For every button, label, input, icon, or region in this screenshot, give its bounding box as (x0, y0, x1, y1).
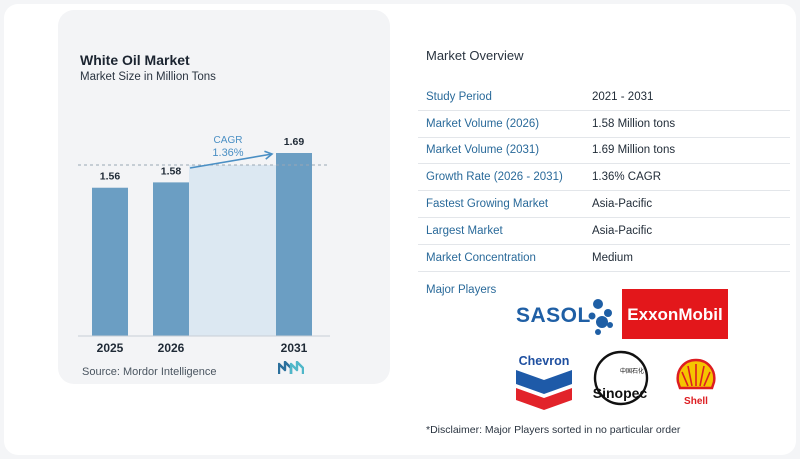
overview-value: 1.58 Million tons (592, 117, 676, 130)
svg-text:中国石化: 中国石化 (620, 367, 644, 375)
overview-key: Study Period (426, 90, 492, 103)
disclaimer: *Disclaimer: Major Players sorted in no … (426, 424, 681, 436)
sinopec-logo-text: Sinopec (593, 385, 648, 401)
overview-key: Market Volume (2026) (426, 117, 540, 130)
overview-key: Market Concentration (426, 251, 536, 264)
bar-2025 (92, 187, 128, 336)
cagr-value: 1.36% (212, 147, 243, 159)
overview-row: Market Concentration Medium (418, 245, 790, 272)
market-overview-title: Market Overview (426, 48, 524, 63)
exxonmobil-logo: ExxonMobil (622, 289, 728, 339)
overview-key: Largest Market (426, 224, 503, 237)
shell-logo: Shell (676, 358, 716, 407)
sasol-logo-text: SASOL (516, 304, 591, 327)
overview-key: Growth Rate (2026 - 2031) (426, 171, 563, 184)
overview-row: Fastest Growing Market Asia-Pacific (418, 191, 790, 218)
overview-value: 1.36% CAGR (592, 171, 662, 184)
value-label-2031: 1.69 (284, 136, 305, 148)
bar-2026 (153, 182, 189, 336)
chevron-logo: Chevron (516, 354, 572, 410)
overview-value: Asia-Pacific (592, 198, 653, 211)
major-players-label: Major Players (426, 284, 497, 296)
exxonmobil-logo-text: ExxonMobil (627, 305, 722, 324)
shell-logo-text: Shell (684, 396, 708, 407)
overview-value: Asia-Pacific (592, 224, 653, 237)
overview-row: Largest Market Asia-Pacific (418, 218, 790, 245)
overview-key: Market Volume (2031) (426, 144, 540, 157)
overview-table: Study Period 2021 - 2031 Market Volume (… (418, 84, 790, 272)
category-label-2026: 2026 (158, 341, 185, 355)
mordor-logo-icon (278, 361, 304, 374)
overview-row: Market Volume (2031) 1.69 Million tons (418, 138, 790, 165)
overview-value: Medium (592, 251, 633, 264)
sasol-logo: SASOL (516, 299, 613, 335)
source-note: Source: Mordor Intelligence (82, 366, 217, 378)
value-label-2026: 1.58 (161, 165, 182, 177)
category-label-2031: 2031 (281, 341, 308, 355)
chart-title: White Oil Market (80, 52, 190, 68)
bar-2031 (276, 153, 312, 336)
overview-value: 1.69 Million tons (592, 144, 676, 157)
value-label-2025: 1.56 (100, 171, 121, 183)
overview-row: Study Period 2021 - 2031 (418, 84, 790, 111)
sinopec-logo: 中国石化 Sinopec (593, 350, 649, 406)
overview-row: Market Volume (2026) 1.58 Million tons (418, 111, 790, 138)
cagr-label: CAGR (214, 135, 243, 146)
overview-key: Fastest Growing Market (426, 198, 549, 211)
forecast-band (189, 165, 276, 336)
chart-subtitle: Market Size in Million Tons (80, 71, 216, 83)
cagr-arrow (189, 150, 274, 169)
category-label-2025: 2025 (97, 341, 124, 355)
overview-row: Growth Rate (2026 - 2031) 1.36% CAGR (418, 164, 790, 192)
overview-value: 2021 - 2031 (592, 90, 654, 103)
chevron-logo-text: Chevron (519, 354, 570, 368)
